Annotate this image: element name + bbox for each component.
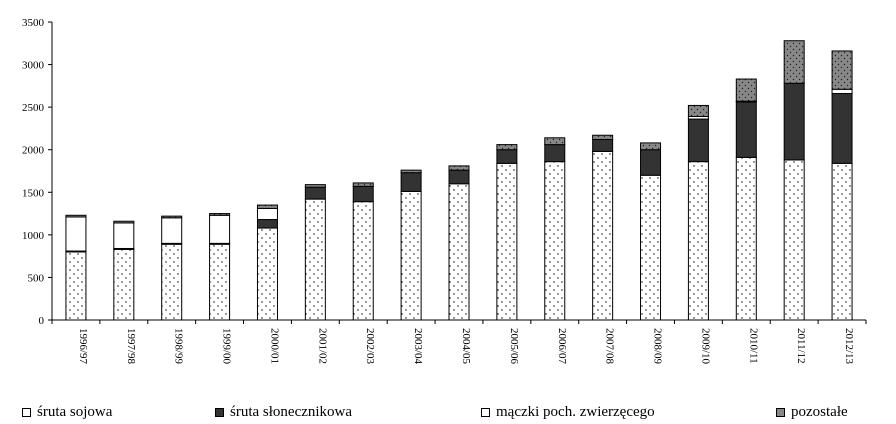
bar-segment-3-6 bbox=[352, 182, 374, 187]
bar-segment-3-11 bbox=[592, 134, 614, 140]
legend-item-pozostale: pozostałe bbox=[776, 404, 848, 421]
y-tick-label: 0 bbox=[39, 315, 45, 327]
x-tick-label: 1997/98 bbox=[125, 328, 137, 365]
x-tick-label: 2001/02 bbox=[316, 328, 328, 364]
bar-segment-0-9 bbox=[496, 162, 518, 321]
bar-segment-0-0 bbox=[65, 251, 87, 321]
y-tick-label: 2500 bbox=[22, 102, 45, 114]
x-tick-label: 2007/08 bbox=[604, 328, 616, 365]
bar-segment-1-5 bbox=[304, 186, 326, 200]
bar-segment-0-16 bbox=[831, 162, 853, 321]
x-tick-label: 2005/06 bbox=[508, 328, 520, 365]
bar-segment-3-12 bbox=[640, 142, 662, 151]
x-tick-label: 2008/09 bbox=[652, 328, 664, 365]
bar-segment-0-1 bbox=[113, 248, 135, 321]
x-tick-label: 2006/07 bbox=[556, 328, 568, 365]
bar-segment-0-5 bbox=[304, 198, 326, 321]
bar-segment-2-2 bbox=[161, 217, 183, 244]
y-tick-label: 1000 bbox=[22, 230, 45, 242]
bar-segment-1-7 bbox=[400, 172, 422, 192]
bar-segment-2-0 bbox=[65, 216, 87, 252]
bar-segment-3-15 bbox=[783, 40, 805, 84]
bar-segment-0-4 bbox=[256, 227, 278, 321]
legend-item-sruta-sojowa: śruta sojowa bbox=[22, 404, 112, 421]
legend-label-maczki: mączki poch. zwierzęcego bbox=[496, 404, 655, 420]
bar-segment-3-5 bbox=[304, 184, 326, 188]
bar-segment-0-3 bbox=[209, 243, 231, 321]
bar-segment-0-10 bbox=[544, 161, 566, 321]
x-tick-label: 2004/05 bbox=[460, 328, 472, 365]
bar-segment-0-12 bbox=[640, 174, 662, 321]
legend-swatch-maczki bbox=[481, 408, 490, 417]
bar-segment-0-15 bbox=[783, 159, 805, 321]
bar-segment-0-2 bbox=[161, 243, 183, 321]
bar-segment-0-7 bbox=[400, 190, 422, 321]
bar-segment-2-1 bbox=[113, 222, 135, 249]
bar-segment-3-4 bbox=[256, 204, 278, 209]
x-tick-label: 1999/00 bbox=[221, 328, 233, 365]
legend-swatch-sruta-sojowa bbox=[22, 408, 31, 417]
x-tick-label: 2002/03 bbox=[364, 328, 376, 365]
bar-segment-3-7 bbox=[400, 169, 422, 174]
bar-segment-0-11 bbox=[592, 150, 614, 321]
bar-segment-3-2 bbox=[161, 215, 183, 219]
bar-segment-0-6 bbox=[352, 201, 374, 321]
x-tick-label: 2009/10 bbox=[699, 328, 711, 365]
bar-segment-1-15 bbox=[783, 82, 805, 161]
chart-tick-labels: 0 500 1000 1500 2000 2500 3000 3500 1996/97 1997/… bbox=[22, 17, 855, 365]
x-tick-label: 2010/11 bbox=[747, 328, 759, 364]
bar-segment-3-0 bbox=[65, 214, 87, 218]
chart-bars bbox=[65, 40, 853, 321]
x-tick-label: 1998/99 bbox=[173, 328, 185, 365]
bar-segment-1-6 bbox=[352, 185, 374, 203]
legend-item-sruta-slonecznikowa: śruta słonecznikowa bbox=[215, 404, 352, 421]
bar-segment-1-12 bbox=[640, 149, 662, 176]
bar-segment-3-1 bbox=[113, 220, 135, 224]
bar-segment-3-10 bbox=[544, 137, 566, 146]
stacked-bar-chart: 0 500 1000 1500 2000 2500 3000 3500 1996/97 1997/… bbox=[22, 17, 867, 365]
legend-label-sruta-sojowa: śruta sojowa bbox=[37, 404, 113, 420]
bar-segment-3-3 bbox=[209, 213, 231, 216]
y-tick-label: 2000 bbox=[22, 145, 45, 157]
bar-segment-1-16 bbox=[831, 93, 853, 164]
x-tick-label: 2011/12 bbox=[795, 328, 807, 364]
bar-segment-0-14 bbox=[735, 156, 757, 321]
bar-segment-3-13 bbox=[687, 104, 709, 118]
bar-segment-1-11 bbox=[592, 138, 614, 152]
legend-label-pozostale: pozostałe bbox=[791, 404, 848, 420]
legend-swatch-pozostale bbox=[776, 408, 785, 417]
bar-segment-0-13 bbox=[687, 161, 709, 321]
bar-segment-1-10 bbox=[544, 144, 566, 163]
bar-segment-1-14 bbox=[735, 101, 757, 158]
x-tick-label: 1996/97 bbox=[77, 328, 89, 365]
bar-segment-2-3 bbox=[209, 214, 231, 244]
y-tick-label: 3500 bbox=[22, 17, 45, 29]
bar-segment-3-9 bbox=[496, 144, 518, 151]
bar-segment-3-8 bbox=[448, 165, 470, 171]
bar-segment-3-16 bbox=[831, 50, 853, 90]
y-tick-label: 3000 bbox=[22, 60, 45, 72]
bar-segment-1-8 bbox=[448, 169, 470, 185]
bar-segment-1-13 bbox=[687, 118, 709, 163]
y-tick-label: 500 bbox=[28, 272, 45, 284]
bar-segment-2-4 bbox=[256, 207, 278, 221]
bar-segment-1-4 bbox=[256, 219, 278, 229]
x-tick-label: 2000/01 bbox=[268, 328, 280, 364]
x-tick-label: 2003/04 bbox=[412, 328, 424, 365]
legend-label-sruta-slonecznikowa: śruta słonecznikowa bbox=[230, 404, 353, 420]
chart-legend: śruta sojowa śruta słonecznikowa mączki … bbox=[0, 400, 896, 424]
legend-item-maczki: mączki poch. zwierzęcego bbox=[481, 404, 655, 421]
x-tick-label: 2012/13 bbox=[843, 328, 855, 365]
bar-segment-3-14 bbox=[735, 78, 757, 102]
bar-segment-0-8 bbox=[448, 183, 470, 321]
bar-segment-2-16 bbox=[831, 88, 853, 95]
bar-segment-1-9 bbox=[496, 149, 518, 164]
y-tick-label: 1500 bbox=[22, 187, 45, 199]
legend-swatch-sruta-slonecznikowa bbox=[215, 408, 224, 417]
